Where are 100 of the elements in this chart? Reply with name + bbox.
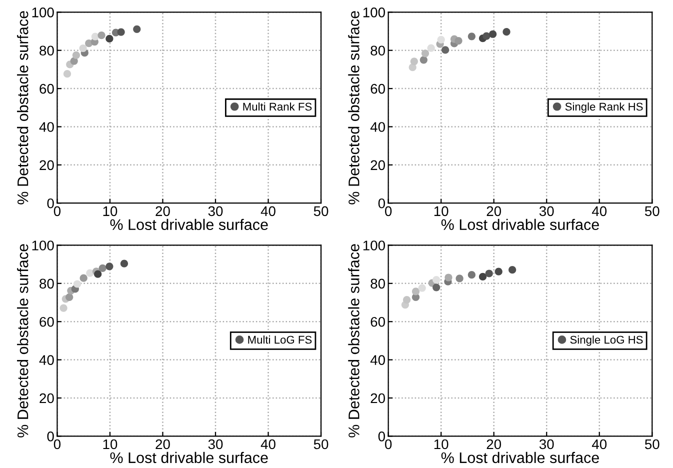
- x-axis-title: % Lost drivable surface: [441, 452, 599, 464]
- y-tick-label: 40: [39, 122, 54, 132]
- point: [442, 46, 450, 54]
- x-axis-title: % Lost drivable surface: [441, 218, 599, 230]
- x-tick-label: 20: [486, 206, 502, 216]
- point: [106, 262, 114, 270]
- point: [468, 271, 476, 279]
- point: [402, 296, 411, 304]
- x-tick-label: 10: [103, 439, 118, 450]
- point: [482, 32, 490, 40]
- point: [420, 56, 428, 64]
- point: [485, 270, 493, 278]
- y-tick-label: 80: [40, 278, 54, 289]
- x-tick-label: 40: [592, 439, 607, 450]
- point: [63, 70, 72, 78]
- point: [98, 264, 106, 272]
- y-tick-label: 60: [370, 84, 385, 94]
- point: [117, 28, 125, 36]
- point: [418, 284, 426, 292]
- point: [508, 266, 516, 274]
- x-tick-label: 0: [385, 206, 392, 216]
- y-tick-label: 60: [40, 316, 54, 327]
- x-tick-label: 0: [385, 439, 392, 450]
- point: [437, 36, 445, 44]
- x-tick-label: 10: [434, 206, 448, 216]
- x-tick-label: 50: [644, 206, 660, 216]
- y-tick-label: 20: [40, 393, 54, 404]
- x-tick-label: 30: [539, 206, 554, 216]
- x-axis-title: % Lost drivable surface: [110, 452, 268, 464]
- x-tick-label: 40: [260, 206, 276, 216]
- y-tick-label: 0: [378, 432, 385, 442]
- point: [66, 293, 74, 301]
- y-tick-label: 80: [370, 278, 385, 289]
- x-tick-label: 40: [592, 206, 607, 216]
- x-tick-label: 50: [644, 439, 660, 450]
- point: [432, 284, 440, 292]
- y-tick-label: 100: [32, 8, 54, 18]
- point: [502, 28, 510, 36]
- y-axis-title: % Detected obstacle surface: [348, 11, 360, 204]
- point: [91, 32, 99, 40]
- y-tick-label: 0: [378, 198, 385, 208]
- y-tick-label: 40: [39, 355, 54, 365]
- y-tick-label: 100: [363, 240, 385, 250]
- y-tick-label: 40: [370, 122, 385, 132]
- point: [80, 274, 88, 282]
- x-tick-label: 30: [208, 206, 223, 216]
- y-axis-title: % Detected obstacle surface: [17, 244, 28, 438]
- y-axis-title: % Detected obstacle surface: [348, 244, 360, 438]
- y-tick-label: 80: [370, 46, 385, 56]
- legend-label: Single LoG HS: [570, 336, 643, 346]
- y-tick-label: 100: [32, 240, 54, 250]
- point: [421, 50, 430, 58]
- point: [94, 270, 102, 278]
- y-tick-label: 20: [370, 160, 385, 170]
- point: [456, 274, 464, 282]
- x-tick-label: 20: [486, 439, 502, 450]
- point: [410, 58, 418, 66]
- legend-label: Multi LoG FS: [248, 336, 312, 344]
- point: [98, 31, 106, 40]
- y-axis-title: % Detected obstacle surface: [17, 11, 28, 204]
- x-tick-label: 20: [156, 439, 170, 450]
- y-tick-label: 60: [370, 316, 385, 327]
- y-tick-label: 80: [40, 46, 54, 56]
- x-tick-label: 10: [103, 206, 118, 216]
- x-axis-title: % Lost drivable surface: [110, 218, 268, 230]
- y-tick-label: 100: [363, 8, 385, 18]
- x-tick-label: 50: [314, 439, 328, 450]
- point: [488, 30, 497, 38]
- point: [494, 268, 502, 276]
- point: [454, 37, 462, 45]
- y-tick-label: 40: [370, 355, 385, 365]
- point: [73, 280, 82, 288]
- legend-label: Single Rank HS: [565, 102, 643, 113]
- point: [79, 44, 87, 52]
- x-tick-label: 0: [54, 206, 61, 216]
- x-tick-label: 30: [539, 439, 554, 450]
- point: [60, 304, 68, 312]
- point: [444, 274, 452, 282]
- x-tick-label: 20: [156, 206, 170, 216]
- point: [86, 269, 94, 277]
- y-tick-label: 0: [47, 198, 54, 208]
- point: [427, 44, 435, 52]
- y-tick-label: 20: [40, 160, 54, 170]
- point: [120, 260, 128, 268]
- x-tick-label: 50: [314, 206, 328, 216]
- x-tick-label: 30: [208, 439, 223, 450]
- x-tick-label: 0: [54, 439, 61, 450]
- x-tick-label: 10: [434, 439, 448, 450]
- point: [412, 288, 420, 296]
- point: [133, 25, 141, 33]
- y-tick-label: 0: [47, 432, 54, 442]
- x-tick-label: 40: [260, 439, 276, 450]
- point: [478, 272, 487, 281]
- point: [432, 276, 440, 284]
- point: [72, 51, 80, 59]
- legend-label: Multi Rank FS: [243, 102, 312, 111]
- point: [106, 34, 114, 43]
- y-tick-label: 20: [370, 393, 385, 404]
- y-tick-label: 60: [40, 84, 54, 94]
- point: [468, 32, 476, 40]
